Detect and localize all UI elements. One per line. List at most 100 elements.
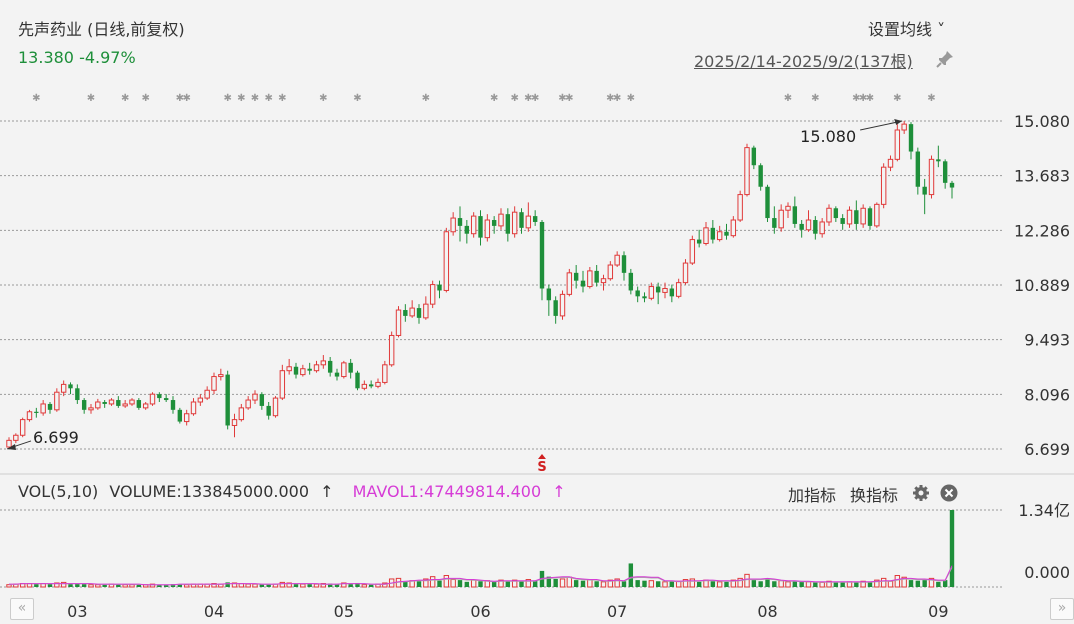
candle — [47, 401, 53, 414]
gear-icon[interactable] — [912, 484, 930, 502]
change-indicator-button[interactable]: 换指标 — [850, 486, 899, 505]
candle — [75, 384, 80, 404]
event-marker: ✱ — [87, 93, 95, 104]
add-indicator-button[interactable]: 加指标 — [788, 486, 837, 505]
date-range-link[interactable]: 2025/2/14-2025/9/2(137根) — [694, 52, 913, 71]
candle — [136, 398, 142, 410]
mavol-value: MAVOL1:47449814.400 — [352, 482, 542, 501]
volume-bar — [511, 579, 518, 588]
candle-body — [307, 368, 312, 371]
candle-body — [300, 368, 306, 376]
candle — [491, 216, 497, 234]
candle — [88, 403, 94, 414]
volume-bar — [819, 581, 825, 588]
candle-body — [511, 211, 518, 235]
candle — [40, 400, 46, 416]
volume-bar — [327, 583, 333, 587]
volume-legend: VOL(5,10) VOLUME:133845000.000 ↑ MAVOL1:… — [18, 482, 572, 501]
volume-bar — [826, 580, 832, 588]
volume-bar — [478, 581, 483, 587]
candle — [375, 378, 381, 389]
low-label: 6.699 — [33, 428, 79, 447]
candle — [942, 159, 948, 189]
event-marker: ✱ — [141, 93, 149, 104]
candle — [266, 401, 271, 420]
candle-body — [470, 215, 477, 235]
volume-bar — [867, 582, 873, 587]
pin-icon[interactable] — [936, 50, 954, 68]
event-marker: ✱ — [251, 93, 259, 104]
candle-body — [854, 210, 859, 224]
candle-body — [675, 282, 682, 297]
ma-settings-button[interactable]: 设置均线 ˅ — [868, 20, 946, 39]
candle-body — [279, 370, 286, 399]
x-tick-label: 06 — [470, 602, 490, 621]
volume-bar — [648, 580, 655, 588]
price-tick-label: 10.889 — [1014, 276, 1070, 295]
volume-bar — [628, 563, 634, 587]
event-marker: ✱ — [182, 93, 190, 104]
candle-body — [388, 334, 395, 366]
candle-body — [81, 400, 87, 410]
candle-body — [122, 403, 128, 407]
price-tick-label: 6.699 — [1024, 440, 1070, 459]
volume-bar — [600, 581, 607, 588]
candle — [730, 216, 737, 238]
candle-body — [840, 218, 845, 224]
candle-body — [437, 284, 442, 291]
volume-bar — [443, 575, 450, 588]
volume-axis: 1.34亿 0.000 — [1018, 501, 1070, 582]
volume-arrow: ↑ — [320, 482, 334, 501]
price-tick-label: 8.096 — [1024, 385, 1070, 404]
candle-body — [799, 223, 804, 230]
candle-body — [450, 217, 456, 233]
candle-body — [142, 403, 149, 409]
volume-bar — [95, 584, 101, 588]
candle — [805, 210, 812, 232]
candle — [840, 214, 845, 230]
volume-bar — [75, 583, 80, 587]
scroll-left-button[interactable]: « — [10, 598, 34, 620]
candle-body — [833, 208, 839, 219]
volume-bar — [580, 580, 586, 587]
candle-body — [157, 394, 162, 399]
volume-bar — [833, 581, 839, 587]
event-marker: ✱ — [784, 93, 792, 104]
candle — [662, 282, 668, 299]
candle — [81, 398, 87, 414]
volume-bar — [361, 584, 368, 588]
candle-body — [170, 400, 176, 410]
candle — [6, 437, 12, 449]
candle-body — [553, 300, 558, 316]
candle — [860, 204, 866, 228]
candle-body — [928, 158, 935, 196]
candle — [149, 392, 156, 406]
candle-body — [498, 213, 504, 227]
candle — [751, 145, 757, 170]
candle-body — [75, 388, 80, 401]
volume-bar — [689, 578, 696, 588]
volume-bar — [313, 583, 320, 588]
candle-body — [894, 129, 901, 160]
volume-bar — [211, 583, 217, 588]
candle — [95, 398, 101, 410]
candle-body — [368, 384, 374, 387]
volume-bar — [573, 580, 579, 587]
volume-bar — [744, 573, 750, 588]
volume-bar — [245, 583, 251, 588]
scroll-right-button[interactable]: » — [1050, 598, 1074, 620]
candle-body — [429, 284, 436, 305]
close-icon[interactable] — [940, 484, 958, 502]
volume-bar — [751, 580, 757, 587]
candle-body — [737, 194, 743, 221]
event-marker: ✱ — [176, 93, 184, 104]
volume-bar — [874, 579, 880, 588]
candle-body — [915, 151, 921, 187]
volume-bar — [341, 582, 347, 588]
candle — [765, 184, 770, 222]
candle — [102, 400, 107, 408]
candle — [484, 214, 491, 242]
candle-body — [942, 161, 948, 183]
volume-bar — [566, 576, 573, 588]
